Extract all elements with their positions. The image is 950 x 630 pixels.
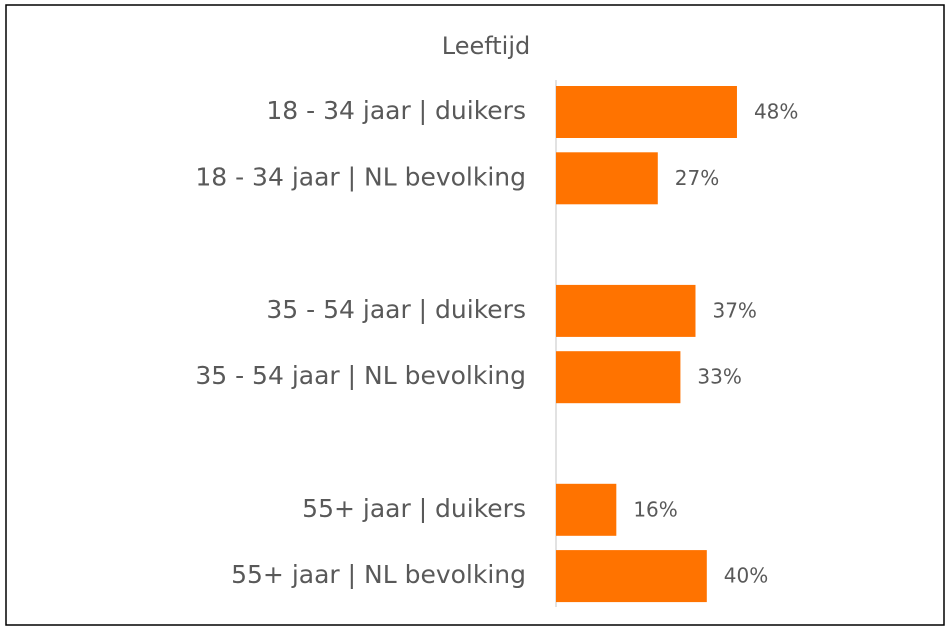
value-label: 37% — [712, 298, 756, 322]
category-label: 35 - 54 jaar | NL bevolking — [195, 361, 526, 390]
bar — [556, 152, 658, 205]
bar — [556, 550, 707, 603]
frame — [5, 4, 945, 626]
category-label: 55+ jaar | duikers — [302, 494, 526, 523]
chart-title: Leeftijd — [442, 32, 531, 60]
value-label: 40% — [724, 564, 768, 588]
bar — [556, 483, 617, 536]
category-label: 35 - 54 jaar | duikers — [266, 295, 526, 324]
bar — [556, 351, 681, 404]
value-label: 16% — [633, 497, 677, 521]
value-label: 27% — [675, 166, 719, 190]
value-label: 48% — [754, 100, 798, 124]
value-label: 33% — [697, 365, 741, 389]
category-label: 18 - 34 jaar | NL bevolking — [195, 162, 526, 191]
category-label: 18 - 34 jaar | duikers — [266, 96, 526, 125]
bar — [556, 284, 696, 337]
category-label: 55+ jaar | NL bevolking — [231, 560, 526, 589]
bar — [556, 86, 737, 138]
